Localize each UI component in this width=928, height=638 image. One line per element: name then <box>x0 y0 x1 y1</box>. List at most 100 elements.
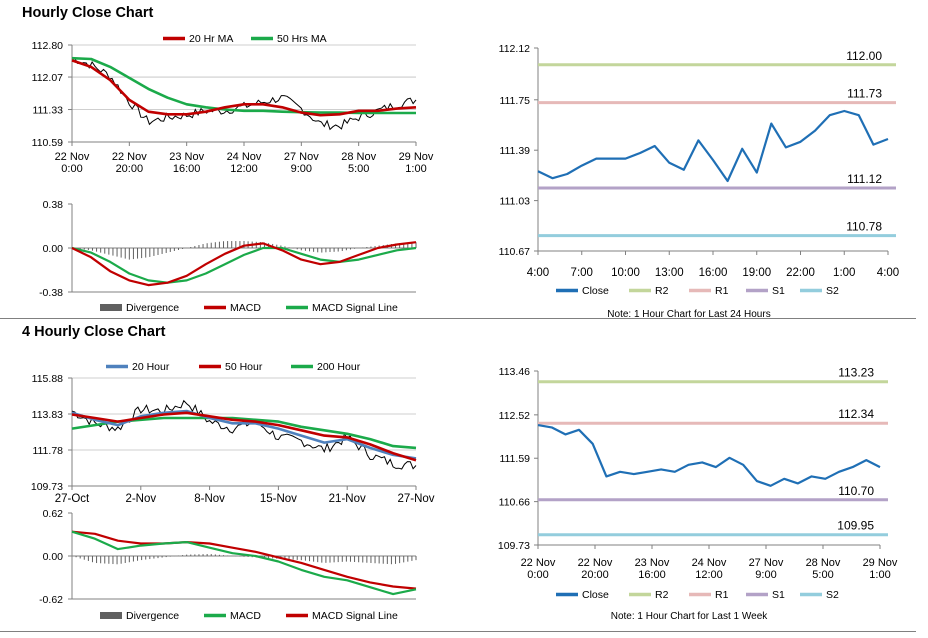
four_hourly_levels-y-tick-label: 109.73 <box>498 540 530 552</box>
four_hourly_levels-level-label: 113.23 <box>838 366 874 380</box>
hourly_levels-x-tick-label: 16:00 <box>699 267 728 279</box>
hourly_price-x-tick-label: 27 Nov 9:00 <box>284 151 319 175</box>
hourly_levels-note: Note: 1 Hour Chart for Last 24 Hours <box>607 309 770 320</box>
hourly_levels-legend-label: S2 <box>826 285 839 297</box>
hourly-macd-legend-label: MACD Signal Line <box>312 302 398 314</box>
section-title-hourly: Hourly Close Chart <box>22 5 154 21</box>
hourly_levels-x-tick-label: 10:00 <box>611 267 640 279</box>
hourly_levels-x-tick-label: 13:00 <box>655 267 684 279</box>
hourly_price-x-tick-label: 28 Nov 5:00 <box>341 151 376 175</box>
hourly-close-series <box>71 57 417 131</box>
hourly_levels-x-tick-label: 4:00 <box>877 267 899 279</box>
four_hourly_levels-x-tick-label: 22 Nov 0:00 <box>521 557 556 581</box>
hourly_levels-x-tick-label: 4:00 <box>527 267 549 279</box>
hourly_levels-legend-label: R1 <box>715 285 729 297</box>
four_hourly_price-x-tick-label: 15-Nov <box>260 493 297 505</box>
four-hourly-macd-legend-label: Divergence <box>126 610 179 622</box>
hourly_price-y-tick-label: 111.33 <box>32 105 63 117</box>
four_hourly_levels-legend-label: R2 <box>655 589 669 601</box>
hourly-price-legend-label: 50 Hrs MA <box>277 33 327 45</box>
four-hourly-price-legend-label: 200 Hour <box>317 361 361 373</box>
hourly_levels-level-label: 111.12 <box>847 172 882 186</box>
four-hourly-macd-legend-swatch <box>100 612 122 619</box>
four_hourly_levels-note: Note: 1 Hour Chart for Last 1 Week <box>611 611 769 622</box>
hourly-macd-legend-label: Divergence <box>126 302 179 314</box>
hourly_levels-legend-label: R2 <box>655 285 669 297</box>
hourly_price-y-tick-label: 112.07 <box>32 72 63 84</box>
four_hourly_levels-x-tick-label: 22 Nov 20:00 <box>578 557 613 581</box>
hourly_levels-y-tick-label: 110.67 <box>499 246 530 258</box>
four_hourly_price-x-tick-label: 21-Nov <box>329 493 366 505</box>
four_hourly_levels-y-tick-label: 110.66 <box>499 497 530 509</box>
four_hourly_price-x-tick-label: 27-Oct <box>55 493 90 505</box>
hourly_levels-y-tick-label: 111.39 <box>499 145 530 157</box>
four_hourly_levels-legend-label: S2 <box>826 589 839 601</box>
four_hourly_levels-y-tick-label: 112.52 <box>499 410 530 422</box>
hourly_levels-legend-label: Close <box>582 285 609 297</box>
hourly-ma20-series <box>71 59 417 117</box>
hourly_levels-y-tick-label: 111.03 <box>499 196 530 208</box>
four_hourly_levels-legend-label: S1 <box>772 589 785 601</box>
hourly-signal-series <box>71 246 417 284</box>
hourly_levels-level-label: 112.00 <box>846 49 882 63</box>
section-divider <box>0 318 916 319</box>
four_hourly_levels-level-label: 112.34 <box>838 407 874 421</box>
hourly_levels-x-tick-label: 7:00 <box>571 267 593 279</box>
hourly_levels-y-tick-label: 111.75 <box>499 95 530 107</box>
four_hourly_levels-x-tick-label: 27 Nov 9:00 <box>749 557 784 581</box>
four-hourly-price-legend-label: 20 Hour <box>132 361 170 373</box>
hourly_price-y-tick-label: 112.80 <box>32 40 63 52</box>
hourly-ma50-series <box>71 56 416 115</box>
hourly_levels-y-tick-label: 112.12 <box>499 43 530 55</box>
four_hourly_levels-level-label: 109.95 <box>837 519 874 533</box>
four_hourly_price-y-tick-label: 115.88 <box>32 373 63 385</box>
hourly_price-x-tick-label: 29 Nov 1:00 <box>399 151 434 175</box>
four_hourly_levels-x-tick-label: 28 Nov 5:00 <box>806 557 841 581</box>
hourly_price-x-tick-label: 22 Nov 0:00 <box>55 151 90 175</box>
hourly_price-x-tick-label: 24 Nov 12:00 <box>227 151 262 175</box>
four-hourly-macd-legend-label: MACD <box>230 610 261 622</box>
four_hourly_levels-y-tick-label: 113.46 <box>499 366 530 378</box>
hourly_levels-x-tick-label: 19:00 <box>742 267 771 279</box>
four-hourly-price-legend-label: 50 Hour <box>225 361 263 373</box>
four_hourly_price-x-tick-label: 8-Nov <box>194 493 225 505</box>
section-title-4-hourly: 4 Hourly Close Chart <box>22 324 166 340</box>
four_hourly_levels-x-tick-label: 24 Nov 12:00 <box>692 557 727 581</box>
hourly_price-x-tick-label: 22 Nov 20:00 <box>112 151 147 175</box>
hourly_levels-level-label: 111.73 <box>847 87 882 101</box>
hourly_price-y-tick-label: 110.59 <box>32 137 63 149</box>
four_hourly_levels-legend-label: Close <box>582 589 609 601</box>
bottom-divider <box>0 631 916 632</box>
four_hourly_levels-x-tick-label: 29 Nov 1:00 <box>863 557 898 581</box>
four-hourly-close-series <box>71 399 417 470</box>
four_hourly_price-y-tick-label: 113.83 <box>32 409 63 421</box>
hourly_macd-y-tick-label: 0.00 <box>43 243 64 255</box>
four_hourly_macd-y-tick-label: 0.62 <box>43 508 64 520</box>
four_hourly_macd-y-tick-label: -0.62 <box>39 594 63 606</box>
four_hourly_price-x-tick-label: 27-Nov <box>397 493 434 505</box>
four_hourly_levels-x-tick-label: 23 Nov 16:00 <box>635 557 670 581</box>
four_hourly_price-x-tick-label: 2-Nov <box>125 493 156 505</box>
hourly_levels-legend-label: S1 <box>772 285 785 297</box>
four_hourly_levels-close-series <box>537 424 881 487</box>
four-hourly-macd-legend-label: MACD Signal Line <box>312 610 398 622</box>
four-hourly-ma50-series <box>71 411 417 462</box>
hourly_levels-x-tick-label: 22:00 <box>786 267 815 279</box>
hourly_price-x-tick-label: 23 Nov 16:00 <box>169 151 204 175</box>
hourly-macd-legend-swatch <box>100 304 122 311</box>
hourly_levels-x-tick-label: 1:00 <box>833 267 855 279</box>
four_hourly_price-y-tick-label: 111.78 <box>32 445 63 457</box>
hourly_macd-y-tick-label: -0.38 <box>39 287 63 299</box>
four-hourly-signal-series <box>71 530 417 590</box>
four_hourly_levels-y-tick-label: 111.59 <box>499 453 530 465</box>
hourly-price-legend-label: 20 Hr MA <box>189 33 233 45</box>
hourly-macd-legend-label: MACD <box>230 302 261 314</box>
hourly_levels-close-series <box>537 109 889 183</box>
four_hourly_levels-legend-label: R1 <box>715 589 729 601</box>
four-hourly-macd-series <box>71 530 417 596</box>
four_hourly_macd-y-tick-label: 0.00 <box>43 551 64 563</box>
hourly_levels-level-label: 110.78 <box>846 220 882 234</box>
hourly-macd-series <box>71 241 417 287</box>
hourly_macd-y-tick-label: 0.38 <box>43 199 64 211</box>
